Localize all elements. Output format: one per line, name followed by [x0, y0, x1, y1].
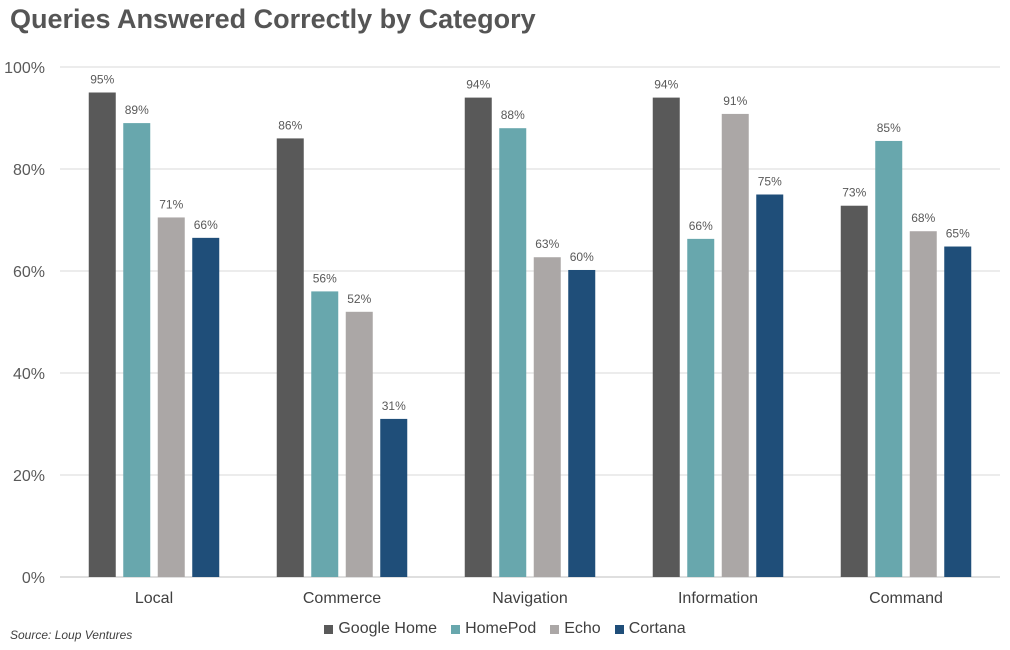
bar-google-home-commerce	[276, 138, 304, 577]
data-label: 60%	[570, 250, 594, 264]
y-tick-label: 60%	[13, 264, 45, 281]
chart-title: Queries Answered Correctly by Category	[10, 4, 536, 34]
y-axis-tick-labels: 0% 20% 40% 60% 80% 100%	[4, 60, 45, 587]
bar-echo-command	[909, 231, 937, 577]
legend-label: HomePod	[465, 620, 537, 637]
bar-echo-local	[157, 217, 185, 577]
legend-item: HomePod	[451, 620, 536, 638]
data-label: 85%	[877, 121, 901, 135]
category-label: Local	[135, 590, 173, 607]
legend-swatch	[324, 624, 334, 634]
bars	[88, 92, 972, 578]
data-label: 66%	[689, 219, 713, 233]
data-label: 86%	[278, 118, 302, 132]
data-labels: 95% 89% 71% 66% 86% 56% 52% 31% 94% 88% 63% 60% 94% 6…	[90, 73, 970, 413]
data-label: 63%	[535, 237, 559, 251]
category-label: Navigation	[492, 590, 568, 607]
legend-item: Google Home	[324, 620, 437, 638]
data-label: 75%	[758, 175, 782, 189]
bar-homepod-local	[123, 123, 151, 577]
bar-homepod-navigation	[499, 128, 527, 577]
bar-google-home-information	[652, 97, 680, 577]
legend-swatch	[451, 624, 461, 634]
data-label: 95%	[90, 73, 114, 87]
data-label: 65%	[946, 227, 970, 241]
bar-homepod-commerce	[311, 291, 339, 577]
legend-swatch	[550, 624, 560, 634]
category-label: Command	[869, 590, 943, 607]
bar-echo-navigation	[533, 257, 561, 577]
y-tick-label: 100%	[4, 60, 45, 77]
bar-homepod-command	[875, 140, 903, 577]
data-label: 89%	[125, 103, 149, 117]
legend-label: Google Home	[338, 620, 438, 637]
legend-item: Echo	[550, 620, 601, 638]
bar-echo-commerce	[345, 311, 373, 577]
data-label: 73%	[842, 186, 866, 200]
bar-google-home-navigation	[464, 97, 492, 577]
data-label: 94%	[654, 78, 678, 92]
data-label: 68%	[911, 211, 935, 225]
category-label: Information	[678, 590, 758, 607]
y-tick-label: 0%	[22, 570, 45, 587]
legend-label: Cortana	[628, 620, 686, 637]
bar-google-home-command	[840, 205, 868, 577]
data-label: 52%	[347, 292, 371, 306]
bar-cortana-navigation	[568, 269, 596, 577]
legend-label: Echo	[564, 620, 601, 637]
data-label: 94%	[466, 78, 490, 92]
legend: Google Home HomePod Echo Cortana	[0, 620, 1010, 638]
bar-google-home-local	[88, 92, 116, 577]
data-label: 71%	[159, 197, 183, 211]
data-label: 31%	[382, 399, 406, 413]
y-tick-label: 80%	[13, 162, 45, 179]
data-label: 66%	[194, 218, 218, 232]
bar-cortana-commerce	[380, 418, 408, 577]
bar-cortana-information	[756, 194, 784, 577]
y-tick-label: 20%	[13, 468, 45, 485]
category-label: Commerce	[303, 590, 381, 607]
bar-cortana-command	[944, 246, 972, 577]
data-label: 91%	[723, 94, 747, 108]
bar-homepod-information	[687, 238, 715, 577]
legend-swatch	[614, 624, 624, 634]
legend-item: Cortana	[614, 620, 686, 638]
bar-echo-information	[721, 113, 749, 578]
data-label: 56%	[313, 271, 337, 285]
bar-cortana-local	[192, 237, 220, 577]
x-axis-category-labels: Local Commerce Navigation Information Comman…	[135, 590, 943, 607]
y-tick-label: 40%	[13, 366, 45, 383]
data-label: 88%	[501, 108, 525, 122]
source-note: Source: Loup Ventures	[10, 628, 133, 642]
